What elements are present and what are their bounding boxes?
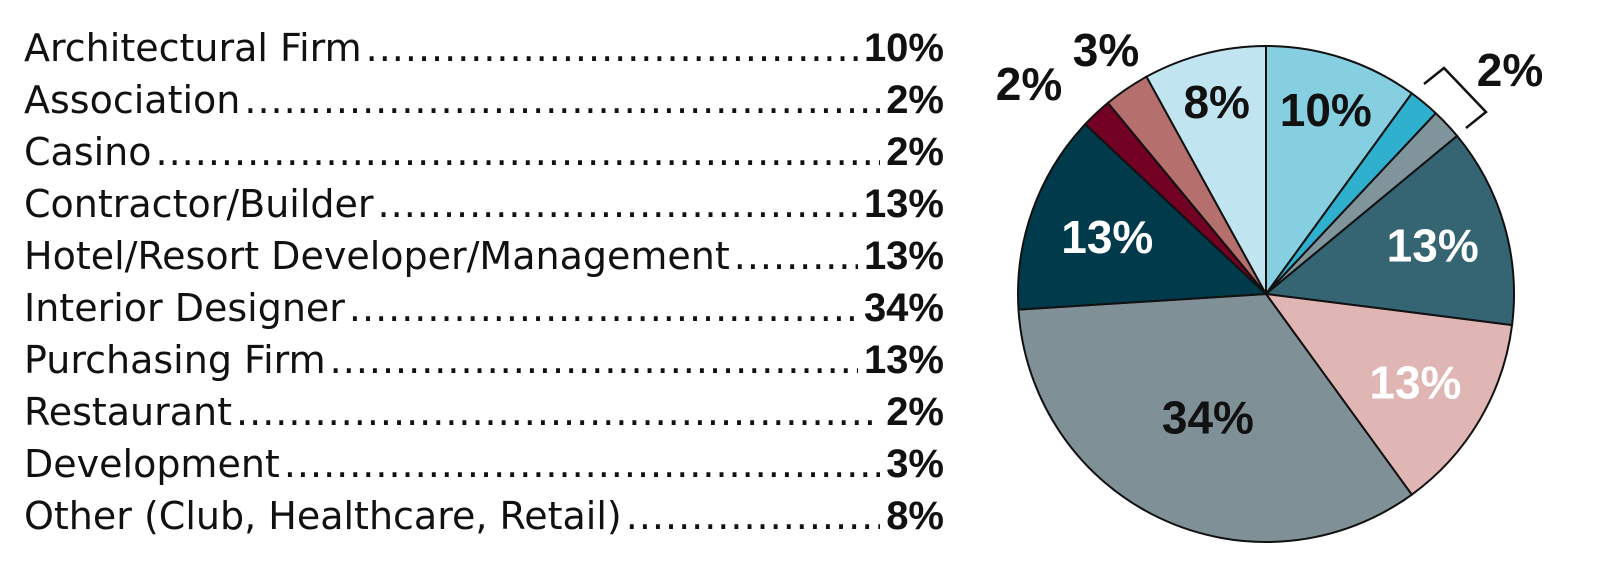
legend-label: Association — [24, 78, 241, 122]
slice-label: 3% — [1073, 24, 1139, 76]
legend-value: 10% — [863, 26, 944, 70]
legend-value: 13% — [863, 182, 944, 226]
slice-label: 13% — [1061, 211, 1153, 263]
legend-value: 2% — [886, 78, 944, 122]
leader-dots — [156, 126, 881, 178]
legend-label: Interior Designer — [24, 286, 345, 330]
leader-dots — [236, 386, 880, 438]
leader-dots — [626, 490, 880, 542]
legend-row: Casino 2% — [24, 126, 944, 178]
slice-label: 8% — [1183, 76, 1249, 128]
legend-label: Casino — [24, 130, 152, 174]
legend-row: Other (Club, Healthcare, Retail) 8% — [24, 490, 944, 542]
slice-label: 34% — [1162, 391, 1254, 443]
leader-dots — [734, 230, 858, 282]
pie-slice — [1017, 122, 1269, 311]
legend-label: Other (Club, Healthcare, Retail) — [24, 494, 622, 538]
bracket-label: 2% — [1477, 44, 1543, 96]
legend-label: Development — [24, 442, 280, 486]
legend-value: 2% — [886, 130, 944, 174]
legend-label: Hotel/Resort Developer/Management — [24, 234, 730, 278]
legend-value: 2% — [886, 390, 944, 434]
pie-slice — [1265, 44, 1414, 298]
pie-slice — [1017, 292, 1414, 544]
legend-label: Contractor/Builder — [24, 182, 374, 226]
legend-row: Association 2% — [24, 74, 944, 126]
pie-slice — [1145, 44, 1267, 295]
legend-row: Hotel/Resort Developer/Management 13% — [24, 230, 944, 282]
legend-value: 13% — [863, 338, 944, 382]
slice-label: 13% — [1387, 220, 1479, 272]
legend-row: Development 3% — [24, 438, 944, 490]
leader-dots — [378, 178, 858, 230]
slice-label: 13% — [1369, 356, 1461, 408]
legend-row: Restaurant 2% — [24, 386, 944, 438]
leader-dots — [284, 438, 880, 490]
pie-slice — [1263, 292, 1514, 497]
slice-label: 2% — [996, 58, 1062, 110]
bracket-line — [1423, 66, 1488, 129]
legend-row: Purchasing Firm 13% — [24, 334, 944, 386]
leader-dots — [244, 74, 880, 126]
legend-label: Architectural Firm — [24, 26, 362, 70]
legend-label: Restaurant — [24, 390, 233, 434]
pie-slice — [1263, 134, 1515, 327]
legend-row: Architectural Firm 10% — [24, 22, 944, 74]
legend-value: 3% — [886, 442, 944, 486]
legend-value: 8% — [886, 494, 944, 538]
leader-dots — [349, 282, 858, 334]
legend-row: Contractor/Builder 13% — [24, 178, 944, 230]
slice-label: 10% — [1280, 84, 1372, 136]
legend-row: Interior Designer 34% — [24, 282, 944, 334]
leader-dots — [366, 22, 858, 74]
legend: Architectural Firm10%Association2%Casino… — [24, 22, 944, 542]
legend-value: 34% — [863, 286, 944, 330]
legend-value: 13% — [863, 234, 944, 278]
legend-label: Purchasing Firm — [24, 338, 326, 382]
pie-chart: 10%13%13%34%13%2%3%8%2% — [996, 24, 1543, 544]
leader-dots — [330, 334, 858, 386]
